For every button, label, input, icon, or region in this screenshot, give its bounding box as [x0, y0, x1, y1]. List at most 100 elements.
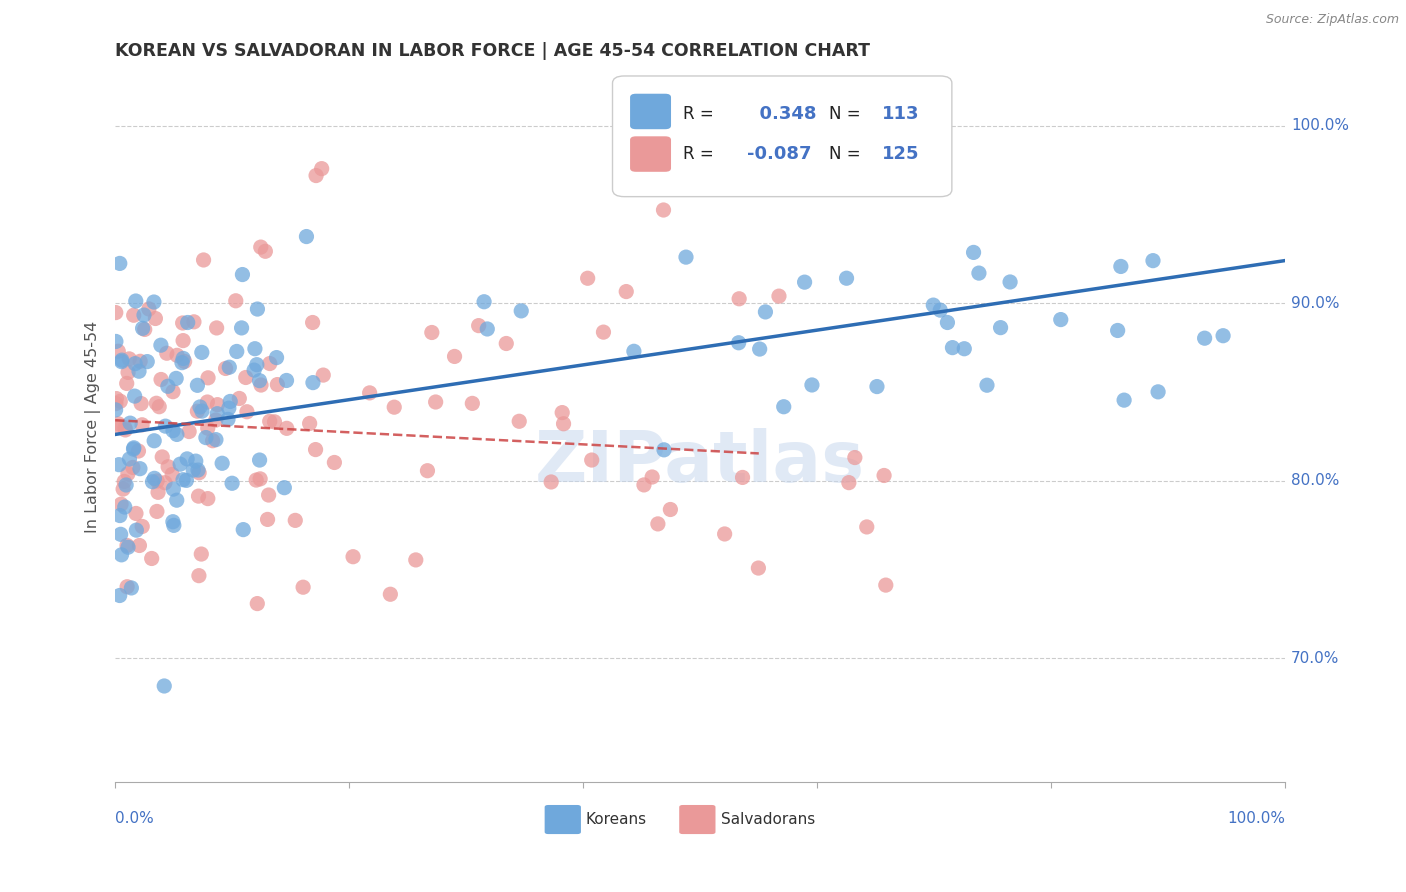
Koreans [187, 463, 209, 477]
Salvadorans [652, 202, 675, 217]
Koreans [990, 320, 1012, 334]
Koreans [1147, 384, 1170, 399]
Salvadorans [312, 368, 335, 382]
Text: R =: R = [683, 145, 713, 163]
Koreans [295, 229, 318, 244]
Salvadorans [731, 470, 754, 484]
Salvadorans [115, 580, 138, 594]
Salvadorans [115, 376, 138, 391]
Koreans [1194, 331, 1216, 345]
Salvadorans [131, 519, 153, 533]
Koreans [273, 481, 295, 495]
Salvadorans [205, 321, 228, 335]
Salvadorans [614, 285, 637, 299]
Salvadorans [768, 289, 790, 303]
Text: Salvadorans: Salvadorans [721, 813, 815, 828]
Salvadorans [193, 252, 215, 267]
Salvadorans [236, 405, 259, 419]
Salvadorans [153, 475, 176, 490]
Text: R =: R = [683, 104, 713, 122]
Koreans [176, 474, 198, 488]
Salvadorans [114, 423, 136, 437]
Koreans [120, 581, 142, 595]
Salvadorans [179, 425, 201, 439]
FancyBboxPatch shape [613, 76, 952, 196]
Salvadorans [204, 413, 226, 427]
Text: 113: 113 [882, 104, 920, 122]
Salvadorans [284, 513, 307, 527]
Koreans [172, 473, 194, 487]
Koreans [124, 357, 146, 371]
Salvadorans [359, 385, 381, 400]
Koreans [1107, 323, 1129, 337]
Salvadorans [150, 450, 173, 464]
Salvadorans [114, 421, 136, 435]
Salvadorans [540, 475, 562, 489]
Koreans [141, 475, 163, 489]
Koreans [243, 363, 266, 377]
Salvadorans [495, 336, 517, 351]
Text: 70.0%: 70.0% [1291, 650, 1340, 665]
Koreans [1114, 393, 1136, 408]
Koreans [124, 389, 146, 403]
Koreans [510, 304, 533, 318]
Koreans [104, 402, 127, 417]
Koreans [186, 378, 208, 392]
Koreans [114, 500, 136, 514]
Salvadorans [197, 491, 219, 506]
Salvadorans [467, 318, 489, 333]
Salvadorans [145, 311, 167, 326]
Text: N =: N = [830, 104, 860, 122]
FancyBboxPatch shape [544, 805, 581, 834]
Salvadorans [201, 434, 224, 448]
Salvadorans [713, 527, 735, 541]
Salvadorans [873, 468, 896, 483]
Salvadorans [576, 271, 599, 285]
Text: 80.0%: 80.0% [1291, 473, 1340, 488]
Salvadorans [245, 473, 267, 487]
Koreans [170, 356, 193, 370]
Koreans [652, 442, 675, 457]
Koreans [181, 463, 204, 477]
Text: 100.0%: 100.0% [1291, 118, 1350, 133]
Salvadorans [298, 417, 321, 431]
Koreans [249, 453, 271, 467]
Salvadorans [146, 504, 169, 518]
Text: 100.0%: 100.0% [1227, 811, 1285, 826]
FancyBboxPatch shape [679, 805, 716, 834]
Salvadorans [129, 354, 152, 368]
Koreans [104, 334, 127, 349]
Salvadorans [104, 305, 127, 319]
Salvadorans [207, 398, 229, 412]
Koreans [754, 305, 776, 319]
Koreans [122, 442, 145, 456]
Koreans [231, 321, 253, 335]
Salvadorans [112, 482, 135, 496]
Salvadorans [188, 466, 211, 480]
Salvadorans [115, 538, 138, 552]
Text: 0.348: 0.348 [747, 104, 817, 122]
Koreans [211, 456, 233, 470]
Salvadorans [117, 467, 139, 481]
Koreans [176, 316, 198, 330]
Salvadorans [166, 348, 188, 362]
Koreans [221, 476, 243, 491]
Koreans [122, 441, 145, 455]
Koreans [162, 515, 184, 529]
Koreans [246, 358, 269, 372]
Salvadorans [105, 420, 128, 434]
Salvadorans [150, 372, 173, 386]
Salvadorans [250, 378, 273, 392]
Koreans [1109, 260, 1132, 274]
Koreans [922, 298, 945, 312]
Salvadorans [249, 240, 271, 254]
Salvadorans [747, 561, 769, 575]
Salvadorans [141, 551, 163, 566]
Salvadorans [110, 497, 132, 511]
Koreans [793, 275, 815, 289]
Salvadorans [128, 539, 150, 553]
Salvadorans [190, 547, 212, 561]
Koreans [155, 419, 177, 434]
Koreans [231, 268, 253, 282]
Koreans [967, 266, 990, 280]
